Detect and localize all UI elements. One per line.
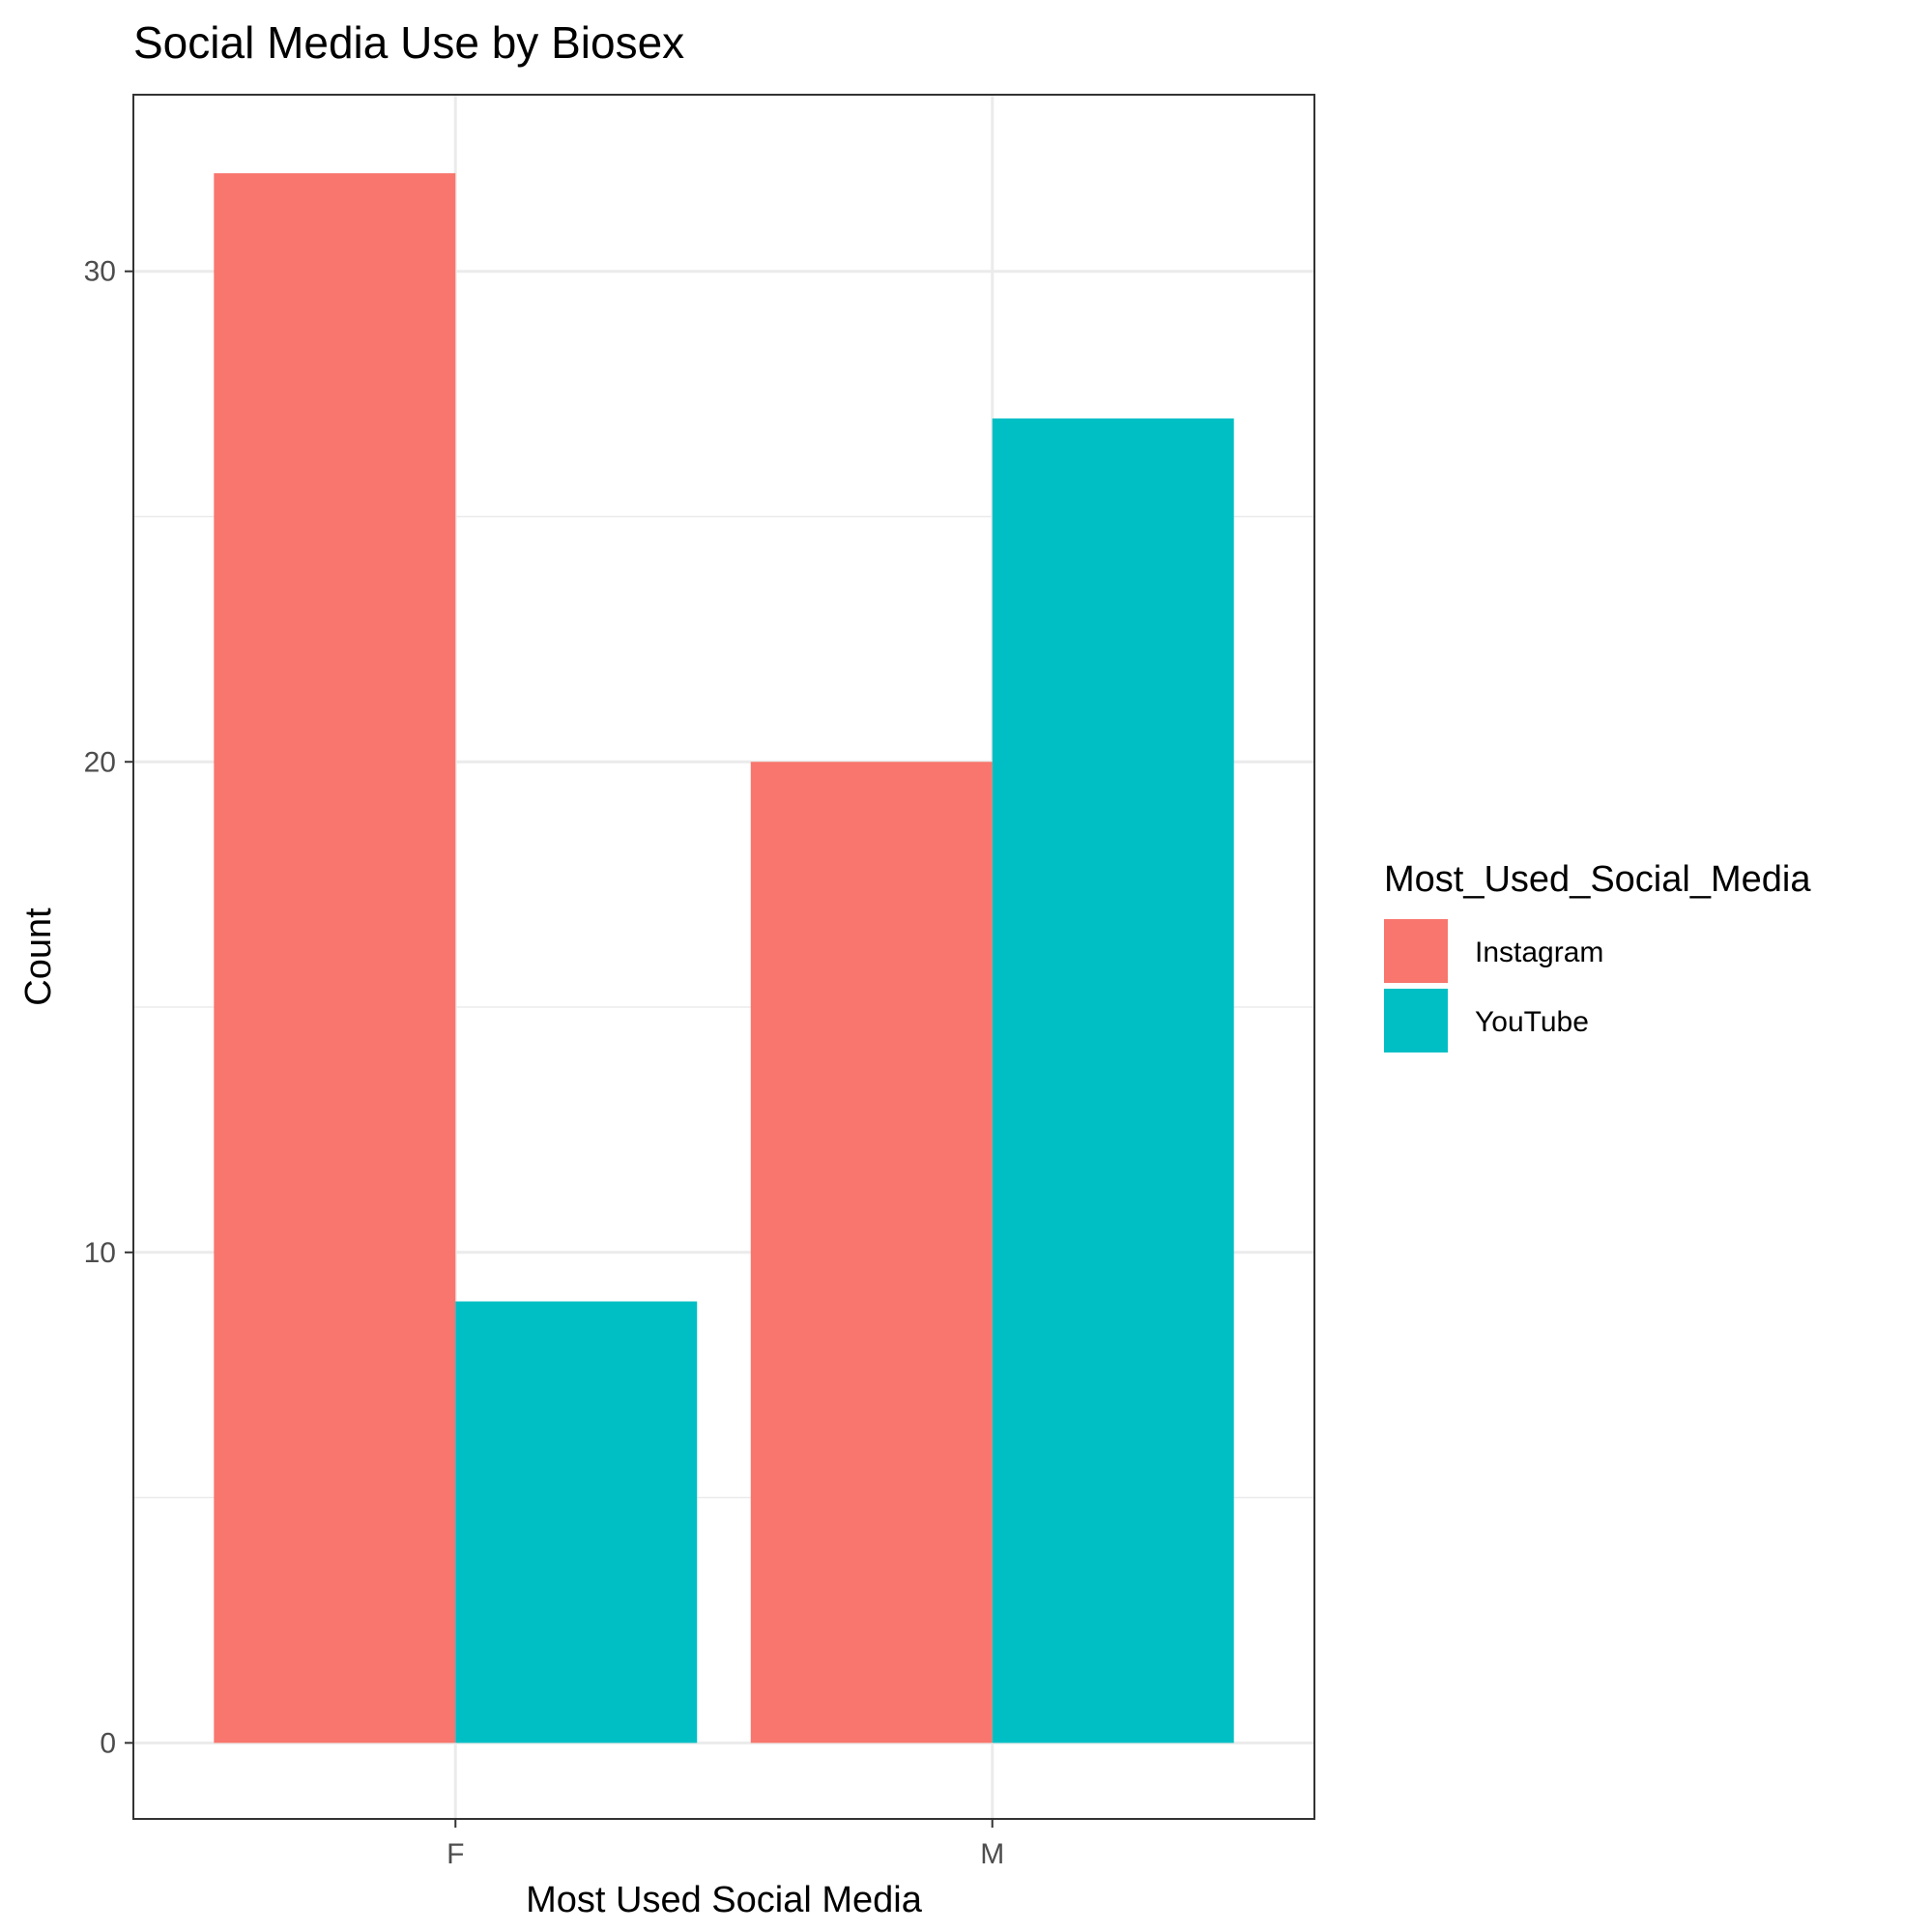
bar-instagram-f bbox=[214, 173, 456, 1744]
legend: Most_Used_Social_Media Instagram YouTube bbox=[1384, 859, 1811, 1053]
x-tick-label: M bbox=[980, 1838, 1004, 1870]
legend-key-instagram bbox=[1384, 919, 1448, 983]
chart-title: Social Media Use by Biosex bbox=[133, 17, 684, 68]
bar-instagram-m bbox=[750, 762, 993, 1744]
y-tick-label: 10 bbox=[84, 1237, 116, 1269]
y-tick-label: 20 bbox=[84, 746, 116, 778]
y-axis: 0 10 20 30 bbox=[84, 256, 133, 1759]
plot-border bbox=[132, 94, 1315, 1820]
y-tick-label: 0 bbox=[100, 1727, 116, 1759]
y-tick-label: 30 bbox=[84, 256, 116, 288]
legend-title: Most_Used_Social_Media bbox=[1384, 859, 1811, 900]
legend-label-youtube: YouTube bbox=[1475, 1006, 1589, 1038]
legend-key-youtube bbox=[1384, 989, 1448, 1053]
bar-youtube-f bbox=[455, 1301, 698, 1744]
legend-items: Instagram YouTube bbox=[1384, 919, 1603, 1053]
x-axis-title: Most Used Social Media bbox=[526, 1880, 923, 1920]
legend-label-instagram: Instagram bbox=[1475, 937, 1603, 968]
y-axis-title: Count bbox=[18, 908, 59, 1006]
bar-youtube-m bbox=[992, 418, 1234, 1744]
bars bbox=[214, 173, 1234, 1744]
x-tick-label: F bbox=[447, 1838, 464, 1870]
plot-panel bbox=[132, 94, 1315, 1820]
